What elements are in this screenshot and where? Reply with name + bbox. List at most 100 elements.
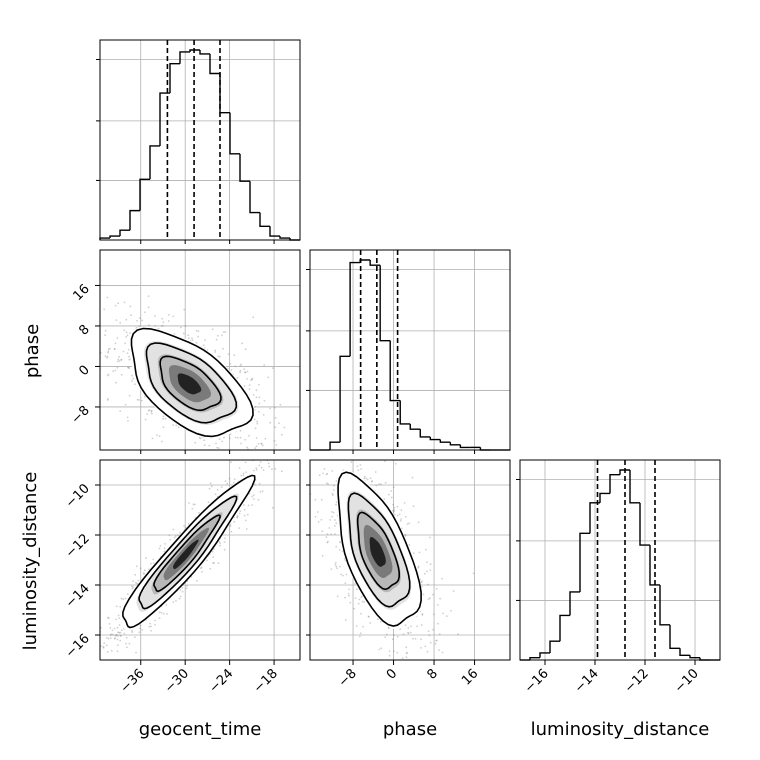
scatter-point-1-747	[115, 605, 118, 608]
scatter-point-0-495	[148, 324, 150, 326]
scatter-point-1-812	[58, 695, 60, 697]
scatter-point-0-627	[273, 439, 276, 442]
scatter-point-0-343	[136, 398, 139, 401]
scatter-point-1-443	[279, 451, 281, 453]
scatter-point-0-532	[117, 302, 120, 305]
scatter-point-0-814	[255, 396, 258, 399]
scatter-point-2-772	[424, 645, 427, 648]
scatter-point-2-497	[432, 593, 434, 596]
scatter-point-2-342	[305, 541, 307, 543]
scatter-point-2-744	[435, 587, 438, 590]
scatter-point-0-258	[241, 342, 244, 345]
scatter-point-1-12	[154, 623, 156, 626]
scatter-point-1-396	[217, 562, 220, 565]
hist-bin-geocent_time-6	[159, 92, 170, 146]
scatter-point-1-791	[258, 464, 261, 467]
scatter-point-0-240	[92, 360, 94, 362]
scatter-point-2-674	[353, 607, 355, 610]
scatter-point-2-159	[360, 468, 362, 470]
scatter-point-1-740	[209, 567, 212, 570]
scatter-point-1-731	[126, 593, 129, 595]
scatter-point-2-715	[399, 519, 402, 522]
scatter-point-1-450	[169, 538, 172, 541]
scatter-point-2-492	[411, 476, 414, 479]
scatter-point-1-840	[258, 482, 261, 485]
scatter-point-0-36	[131, 380, 133, 382]
scatter-point-0-762	[98, 353, 100, 355]
scatter-point-0-556	[264, 437, 267, 440]
scatter-point-1-89	[113, 637, 116, 640]
scatter-point-2-120	[378, 483, 380, 486]
hist-bin-phase-2	[329, 441, 341, 450]
scatter-point-2-500	[363, 475, 366, 478]
scatter-point-2-673	[437, 604, 439, 606]
scatter-point-0-192	[251, 377, 254, 380]
scatter-point-1-263	[163, 550, 166, 553]
hist-bin-luminosity_distance-13	[649, 545, 660, 586]
scatter-point-2-690	[393, 506, 396, 509]
scatter-point-0-667	[283, 426, 286, 429]
scatter-point-0-519	[107, 373, 110, 376]
scatter-point-0-425	[230, 369, 233, 371]
scatter-point-0-7	[239, 364, 242, 367]
scatter-point-0-151	[127, 366, 129, 369]
scatter-point-1-152	[115, 634, 118, 637]
scatter-point-0-372	[260, 442, 263, 445]
scatter-point-2-514	[472, 572, 475, 575]
density-panel-geocent_time-luminosity_distance	[58, 443, 301, 697]
hist-frame-0	[99, 39, 301, 241]
scatter-point-0-851	[223, 436, 225, 439]
scatter-point-2-794	[420, 638, 422, 641]
scatter-point-1-426	[183, 525, 185, 527]
scatter-point-2-663	[429, 536, 431, 539]
scatter-point-1-600	[281, 443, 283, 445]
scatter-point-1-205	[158, 617, 161, 620]
scatter-point-0-146	[104, 334, 106, 337]
scatter-point-0-634	[90, 361, 92, 363]
hist-bin-geocent_time-12	[219, 73, 230, 114]
scatter-point-1-607	[168, 534, 171, 537]
scatter-point-1-220	[110, 649, 113, 652]
hist-bin-geocent_time-17	[269, 226, 280, 237]
scatter-point-2-876	[384, 460, 386, 463]
scatter-point-1-436	[193, 503, 196, 506]
scatter-point-0-782	[126, 416, 129, 419]
scatter-point-0-670	[258, 402, 261, 405]
scatter-point-1-372	[255, 469, 258, 471]
scatter-point-2-685	[345, 573, 348, 576]
scatter-point-1-486	[132, 580, 135, 582]
scatter-point-2-379	[332, 494, 334, 496]
scatter-point-1-179	[131, 631, 134, 633]
scatter-point-2-831	[350, 452, 352, 454]
scatter-point-2-686	[404, 515, 407, 518]
scatter-point-0-80	[214, 351, 217, 353]
scatter-point-0-305	[158, 435, 161, 438]
scatter-point-1-846	[120, 597, 123, 600]
scatter-point-2-182	[326, 473, 329, 475]
scatter-point-2-835	[320, 498, 323, 501]
scatter-point-2-816	[317, 521, 320, 523]
scatter-point-0-772	[161, 440, 163, 443]
scatter-point-2-316	[365, 446, 367, 448]
scatter-point-1-662	[152, 562, 155, 564]
scatter-point-2-243	[407, 632, 410, 635]
x-tick-label-luminosity_distance-3: −10	[672, 666, 702, 696]
scatter-point-0-761	[150, 410, 153, 413]
scatter-point-0-897	[237, 436, 239, 439]
scatter-point-1-335	[107, 637, 110, 640]
scatter-point-1-828	[213, 561, 216, 564]
scatter-point-1-754	[181, 586, 184, 589]
hist-bin-luminosity_distance-17	[689, 655, 700, 659]
scatter-point-1-196	[117, 614, 120, 617]
scatter-point-0-446	[255, 389, 258, 392]
scatter-point-1-296	[196, 580, 198, 582]
scatter-point-0-261	[120, 359, 123, 361]
scatter-point-0-333	[106, 357, 108, 359]
scatter-point-2-691	[340, 573, 342, 576]
scatter-point-2-23	[417, 565, 420, 568]
density-panel-phase-luminosity_distance	[305, 446, 511, 661]
scatter-point-1-570	[244, 461, 247, 464]
scatter-point-1-416	[139, 567, 142, 570]
scatter-point-1-4	[117, 631, 119, 634]
scatter-point-2-233	[338, 549, 341, 551]
